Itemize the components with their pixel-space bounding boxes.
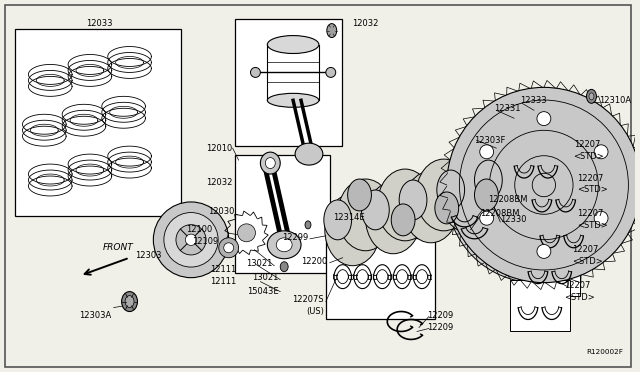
- Ellipse shape: [122, 292, 138, 311]
- Text: 12030: 12030: [208, 208, 235, 217]
- Text: 12303F: 12303F: [474, 136, 506, 145]
- Text: 12032: 12032: [206, 177, 233, 186]
- Circle shape: [326, 67, 336, 77]
- Text: 12310A: 12310A: [600, 96, 632, 105]
- Text: 12209: 12209: [427, 311, 453, 320]
- Text: 15043E: 15043E: [246, 287, 278, 296]
- Text: 12207: 12207: [564, 281, 590, 290]
- Ellipse shape: [474, 160, 502, 200]
- Circle shape: [537, 112, 551, 126]
- Ellipse shape: [378, 169, 433, 241]
- Text: 12330: 12330: [500, 215, 527, 224]
- Ellipse shape: [260, 152, 280, 174]
- Ellipse shape: [266, 158, 275, 169]
- Circle shape: [594, 211, 608, 225]
- Text: 12333: 12333: [520, 96, 547, 105]
- Bar: [506, 138, 566, 190]
- Text: 12209: 12209: [427, 323, 453, 332]
- Text: 12109: 12109: [193, 237, 219, 246]
- Circle shape: [594, 145, 608, 159]
- Circle shape: [447, 103, 625, 283]
- Text: 12208BM: 12208BM: [481, 209, 520, 218]
- Bar: [510, 280, 570, 331]
- Ellipse shape: [280, 262, 288, 272]
- Ellipse shape: [589, 93, 594, 100]
- Text: <STD>: <STD>: [577, 186, 609, 195]
- Text: 12032: 12032: [353, 19, 379, 28]
- Ellipse shape: [362, 190, 389, 230]
- Text: 12111: 12111: [211, 265, 237, 274]
- Ellipse shape: [268, 36, 319, 54]
- Text: 12207S: 12207S: [292, 295, 324, 304]
- Text: 12207: 12207: [573, 140, 600, 149]
- Circle shape: [224, 243, 234, 253]
- Text: 13021: 13021: [252, 273, 278, 282]
- Circle shape: [186, 234, 196, 246]
- Bar: [15, 29, 181, 216]
- Ellipse shape: [391, 204, 415, 236]
- Text: 12299: 12299: [282, 233, 308, 242]
- Bar: [235, 155, 330, 273]
- Text: 12303: 12303: [135, 251, 161, 260]
- Ellipse shape: [348, 179, 371, 211]
- Text: 12100: 12100: [187, 225, 213, 234]
- Text: 12314E: 12314E: [333, 214, 364, 222]
- Text: 12208BM: 12208BM: [488, 195, 528, 205]
- Ellipse shape: [324, 200, 351, 240]
- Text: 12200: 12200: [301, 257, 328, 266]
- Ellipse shape: [452, 147, 508, 219]
- Circle shape: [480, 145, 493, 159]
- Text: FRONT: FRONT: [102, 243, 133, 252]
- Ellipse shape: [295, 143, 323, 165]
- Ellipse shape: [435, 192, 459, 224]
- Circle shape: [237, 224, 255, 242]
- Circle shape: [447, 87, 640, 283]
- Circle shape: [176, 225, 206, 255]
- Text: 12111: 12111: [211, 277, 237, 286]
- Text: <STD>: <STD>: [573, 152, 604, 161]
- Bar: [235, 19, 342, 146]
- Circle shape: [480, 211, 493, 225]
- Text: <STD>: <STD>: [572, 257, 602, 266]
- Ellipse shape: [305, 221, 311, 229]
- Ellipse shape: [399, 180, 427, 220]
- Bar: [326, 238, 435, 320]
- Text: 12010: 12010: [206, 144, 233, 153]
- Ellipse shape: [268, 93, 319, 107]
- Text: (US): (US): [306, 307, 324, 316]
- Ellipse shape: [586, 89, 596, 103]
- Ellipse shape: [416, 159, 472, 231]
- Text: 12207: 12207: [577, 209, 604, 218]
- Text: <STD>: <STD>: [564, 293, 595, 302]
- Bar: [520, 244, 580, 296]
- Circle shape: [219, 238, 239, 258]
- Text: 12207: 12207: [577, 173, 604, 183]
- Ellipse shape: [268, 231, 301, 259]
- Ellipse shape: [327, 23, 337, 38]
- Text: 12207: 12207: [572, 245, 598, 254]
- Ellipse shape: [338, 179, 393, 251]
- Text: 13021: 13021: [246, 259, 272, 268]
- Circle shape: [154, 202, 228, 278]
- Circle shape: [250, 67, 260, 77]
- Ellipse shape: [403, 171, 459, 243]
- Ellipse shape: [276, 238, 292, 252]
- Ellipse shape: [437, 170, 465, 210]
- Circle shape: [537, 244, 551, 259]
- Ellipse shape: [365, 182, 421, 254]
- Ellipse shape: [474, 179, 499, 211]
- Text: 12303A: 12303A: [79, 311, 112, 320]
- Bar: [524, 172, 584, 224]
- Ellipse shape: [125, 296, 134, 308]
- Bar: [532, 208, 591, 260]
- Text: R120002F: R120002F: [586, 349, 623, 355]
- Text: 12331: 12331: [494, 104, 521, 113]
- Text: 12033: 12033: [86, 19, 113, 28]
- Circle shape: [164, 212, 218, 267]
- Ellipse shape: [441, 161, 496, 233]
- Ellipse shape: [325, 194, 380, 266]
- Text: <STD>: <STD>: [577, 221, 609, 230]
